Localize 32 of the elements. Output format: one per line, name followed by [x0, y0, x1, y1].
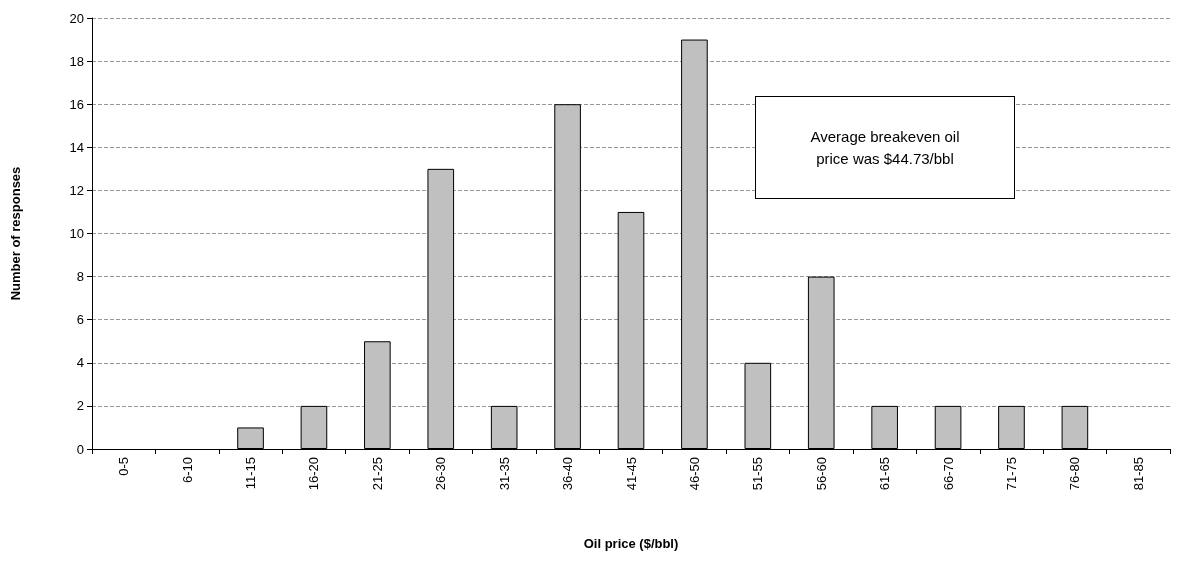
x-tick-label: 66-70	[940, 457, 956, 491]
x-tick-label: 61-65	[877, 457, 893, 491]
y-tick-label: 12	[69, 182, 84, 198]
x-tick-label: 11-15	[243, 457, 259, 490]
x-axis-title: Oil price ($/bbl)	[583, 536, 679, 551]
y-tick-label: 10	[69, 226, 84, 241]
y-tick-label: 8	[76, 269, 84, 285]
y-tick-label: 20	[69, 10, 84, 26]
y-tick-label: 4	[76, 355, 84, 371]
x-tick-label: 76-80	[1067, 457, 1083, 491]
y-tick-label: 18	[69, 53, 84, 69]
x-tick-label: 71-75	[1003, 457, 1019, 491]
x-tick-label: 31-35	[496, 457, 512, 491]
x-tick-label: 21-25	[369, 457, 385, 491]
y-axis-title: Number of responses	[8, 166, 23, 301]
x-tick-label: 6-10	[179, 457, 195, 484]
x-tick-label: 0-5	[116, 457, 132, 476]
x-tick-label: 46-50	[686, 457, 702, 491]
x-tick-label: 81-85	[1130, 457, 1146, 491]
x-tick-label: 56-60	[813, 457, 829, 491]
y-tick-label: 16	[69, 96, 84, 112]
x-tick-label: 36-40	[560, 457, 576, 491]
y-tick-label: 14	[69, 139, 84, 155]
y-tick-label: 6	[76, 312, 84, 328]
annotation: Average breakeven oil price was $44.73/bbl	[809, 126, 961, 169]
y-tick-label: 2	[76, 398, 84, 414]
note-box: Average breakeven oil price was $44.73/bbl	[755, 96, 1015, 199]
x-tick-label: 41-45	[623, 457, 639, 491]
x-tick-label: 26-30	[433, 457, 449, 491]
x-tick-label: 51-55	[750, 457, 766, 491]
y-tick-label: 0	[76, 441, 84, 457]
x-tick-label: 16-20	[306, 457, 322, 491]
